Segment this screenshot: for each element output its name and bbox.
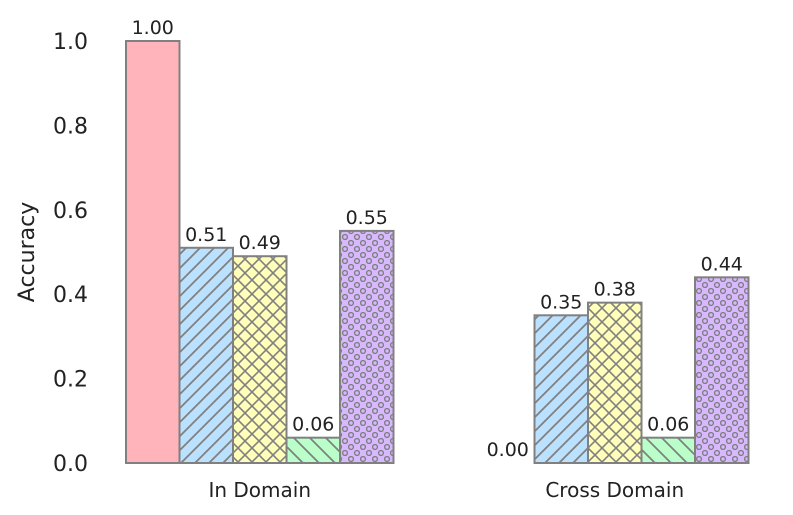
y-tick-label: 0.6 (53, 199, 88, 224)
y-tick-label: 0.2 (53, 368, 88, 393)
bar-value-label: 0.06 (647, 414, 689, 436)
bar-value-label: 0.06 (292, 414, 334, 436)
bar-hatch (233, 256, 287, 463)
bar-value-label: 0.49 (239, 232, 281, 254)
bar-hatch (286, 437, 340, 463)
x-category-label: In Domain (208, 478, 311, 502)
bar-value-label: 0.44 (701, 253, 743, 275)
bar-hatch (179, 247, 233, 463)
bar-edge (694, 276, 750, 464)
x-category-label: Cross Domain (545, 478, 684, 502)
bar-value-label: 0.51 (185, 224, 227, 246)
bar-hatch (588, 302, 642, 463)
bar-edge (587, 301, 643, 465)
bar-hatch (695, 277, 749, 463)
bar (126, 41, 180, 463)
bar-edge (232, 255, 288, 464)
bar-value-label: 0.35 (540, 291, 582, 313)
y-tick-label: 0.4 (53, 283, 88, 308)
y-tick-label: 0.8 (53, 114, 88, 139)
bar-hatch (534, 315, 588, 463)
y-axis-title: Accuracy (15, 202, 40, 302)
bar-edge (339, 229, 395, 464)
y-tick-label: 1.0 (53, 30, 88, 55)
bar-value-label: 0.55 (346, 207, 388, 229)
bar-value-label: 0.00 (487, 439, 529, 461)
bar-hatch (641, 437, 695, 463)
bar-hatch (340, 230, 394, 463)
bar-value-label: 0.38 (594, 279, 636, 301)
y-tick-label: 0.0 (53, 452, 88, 477)
bar-value-label: 1.00 (132, 17, 174, 39)
